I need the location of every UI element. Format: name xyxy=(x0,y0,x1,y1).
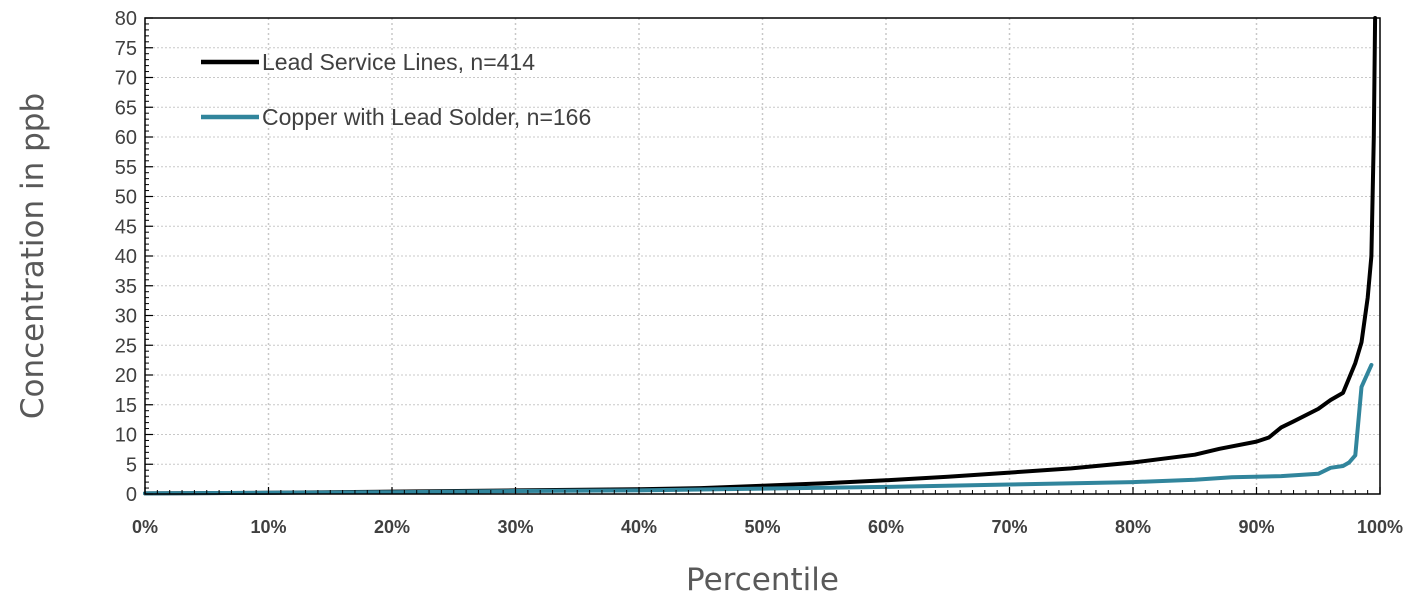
x-tick-label: 100% xyxy=(1357,517,1403,537)
x-tick-label: 40% xyxy=(621,517,657,537)
x-axis-title: Percentile xyxy=(686,562,839,598)
y-tick-label: 50 xyxy=(115,187,137,209)
y-tick-label: 70 xyxy=(115,68,137,90)
y-tick-label: 10 xyxy=(115,425,137,447)
x-tick-label: 60% xyxy=(868,517,904,537)
y-tick-label: 35 xyxy=(115,276,137,298)
y-tick-label: 5 xyxy=(126,454,137,476)
y-tick-label: 75 xyxy=(115,38,137,60)
y-tick-label: 30 xyxy=(115,306,137,328)
series-line-2 xyxy=(143,362,1374,496)
x-tick-label: 90% xyxy=(1238,517,1274,537)
y-tick-label: 65 xyxy=(115,97,137,119)
x-tick-label: 0% xyxy=(132,517,158,537)
y-tick-label: 45 xyxy=(115,216,137,238)
y-tick-label: 40 xyxy=(115,246,137,268)
y-tick-label: 55 xyxy=(115,157,137,179)
legend-label-2: Copper with Lead Solder, n=166 xyxy=(262,104,591,130)
y-tick-label: 15 xyxy=(115,395,137,417)
x-tick-label: 10% xyxy=(250,517,286,537)
x-tick-label: 80% xyxy=(1115,517,1151,537)
plot-frame xyxy=(144,17,1381,495)
x-tick-label: 50% xyxy=(744,517,780,537)
x-tick-label: 70% xyxy=(991,517,1027,537)
y-tick-label: 0 xyxy=(126,484,137,506)
grid-lines xyxy=(145,17,1380,494)
y-tick-label: 25 xyxy=(115,335,137,357)
y-axis-title: Concentration in ppb xyxy=(15,93,51,419)
y-tick-label: 80 xyxy=(115,8,137,30)
x-tick-label: 20% xyxy=(374,517,410,537)
legend-label-1: Lead Service Lines, n=414 xyxy=(262,49,535,75)
legend: Lead Service Lines, n=414 Copper with Lea… xyxy=(201,49,591,130)
axes xyxy=(144,17,1381,495)
y-tick-label: 60 xyxy=(115,127,137,149)
x-tick-label: 30% xyxy=(497,517,533,537)
tick-labels: 0 5 10 15 20 25 30 35 40 45 50 55 60 65 70 75 80 0% 10% 20%… xyxy=(115,8,1403,537)
y-tick-label: 20 xyxy=(115,365,137,387)
